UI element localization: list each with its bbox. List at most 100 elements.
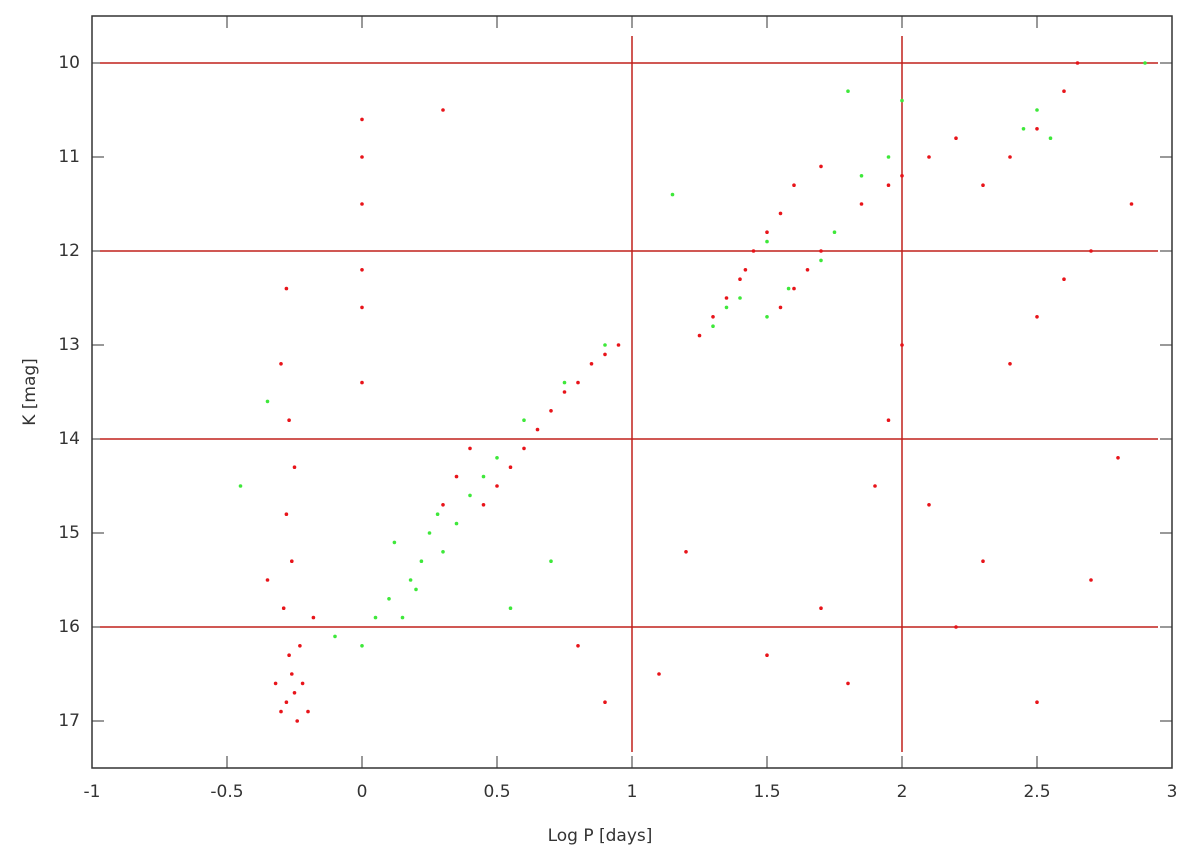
point (751, 249, 756, 253)
point (711, 324, 715, 329)
point (981, 559, 985, 563)
point (1143, 61, 1147, 65)
point (279, 362, 283, 366)
point (927, 503, 931, 507)
point (765, 239, 769, 244)
point (900, 98, 904, 103)
point (292, 691, 297, 695)
point (778, 305, 783, 310)
point (738, 277, 742, 282)
x-tick-label: 2.5 (1023, 782, 1050, 802)
point (562, 380, 567, 385)
point (1129, 202, 1134, 206)
point (711, 315, 715, 319)
point (535, 427, 540, 432)
point (549, 409, 553, 413)
point (441, 108, 445, 112)
point (1089, 578, 1093, 582)
y-tick-label: 17 (58, 711, 80, 731)
point (1048, 136, 1053, 140)
x-tick-label: 0.5 (483, 782, 510, 802)
x-tick-label: 3 (1167, 782, 1178, 802)
point (360, 155, 364, 159)
point (1062, 277, 1066, 282)
point (414, 587, 418, 592)
point (927, 155, 931, 159)
point (238, 484, 243, 488)
point (603, 343, 607, 347)
point (284, 286, 289, 291)
point (1035, 108, 1039, 112)
point (765, 653, 769, 657)
point (981, 183, 985, 187)
point (859, 174, 864, 178)
point (765, 230, 769, 234)
point (481, 503, 486, 507)
point (859, 202, 864, 206)
point (670, 192, 675, 197)
point (454, 474, 459, 479)
point (1035, 127, 1039, 131)
x-tick-label: -0.5 (210, 782, 243, 802)
point (846, 681, 850, 686)
point (954, 625, 958, 629)
point (408, 578, 413, 582)
point (886, 418, 891, 423)
point (786, 286, 791, 291)
y-tick-label: 13 (58, 335, 80, 355)
point (265, 578, 270, 582)
y-tick-label: 12 (58, 241, 80, 261)
point (508, 465, 513, 470)
point (765, 315, 769, 319)
point (954, 136, 958, 140)
point (724, 305, 729, 310)
point (392, 540, 397, 545)
point (360, 644, 364, 648)
point (1116, 456, 1120, 460)
point (832, 230, 837, 234)
point (900, 343, 904, 347)
point (306, 709, 310, 714)
point (435, 512, 440, 516)
point (522, 418, 526, 423)
point (481, 474, 486, 479)
x-tick-label: 1 (627, 782, 638, 802)
point (886, 155, 891, 159)
point (508, 606, 513, 610)
point (441, 550, 445, 554)
point (287, 418, 291, 423)
point (468, 493, 472, 498)
point (1008, 155, 1012, 159)
point (697, 333, 702, 338)
point (454, 521, 459, 526)
point (284, 700, 289, 704)
point (360, 380, 364, 385)
point (792, 286, 796, 291)
point (684, 550, 688, 554)
point (819, 164, 823, 169)
point (360, 305, 364, 310)
y-tick-label: 16 (58, 617, 80, 637)
point (441, 503, 445, 507)
point (778, 211, 783, 216)
point (360, 268, 364, 272)
point (792, 183, 796, 187)
point (846, 89, 850, 93)
point (1089, 249, 1093, 253)
y-tick-label: 14 (58, 429, 80, 449)
point (284, 512, 289, 516)
x-tick-label: 0 (357, 782, 368, 802)
point (290, 559, 294, 563)
point (295, 719, 300, 723)
point (1062, 89, 1066, 93)
point (360, 117, 364, 122)
point (373, 615, 378, 620)
point (468, 446, 472, 451)
point (1008, 362, 1012, 366)
point (549, 559, 553, 563)
point (360, 202, 364, 206)
x-axis-label: Log P [days] (548, 826, 653, 846)
point (1075, 61, 1080, 65)
point (562, 390, 567, 394)
point (576, 644, 580, 648)
